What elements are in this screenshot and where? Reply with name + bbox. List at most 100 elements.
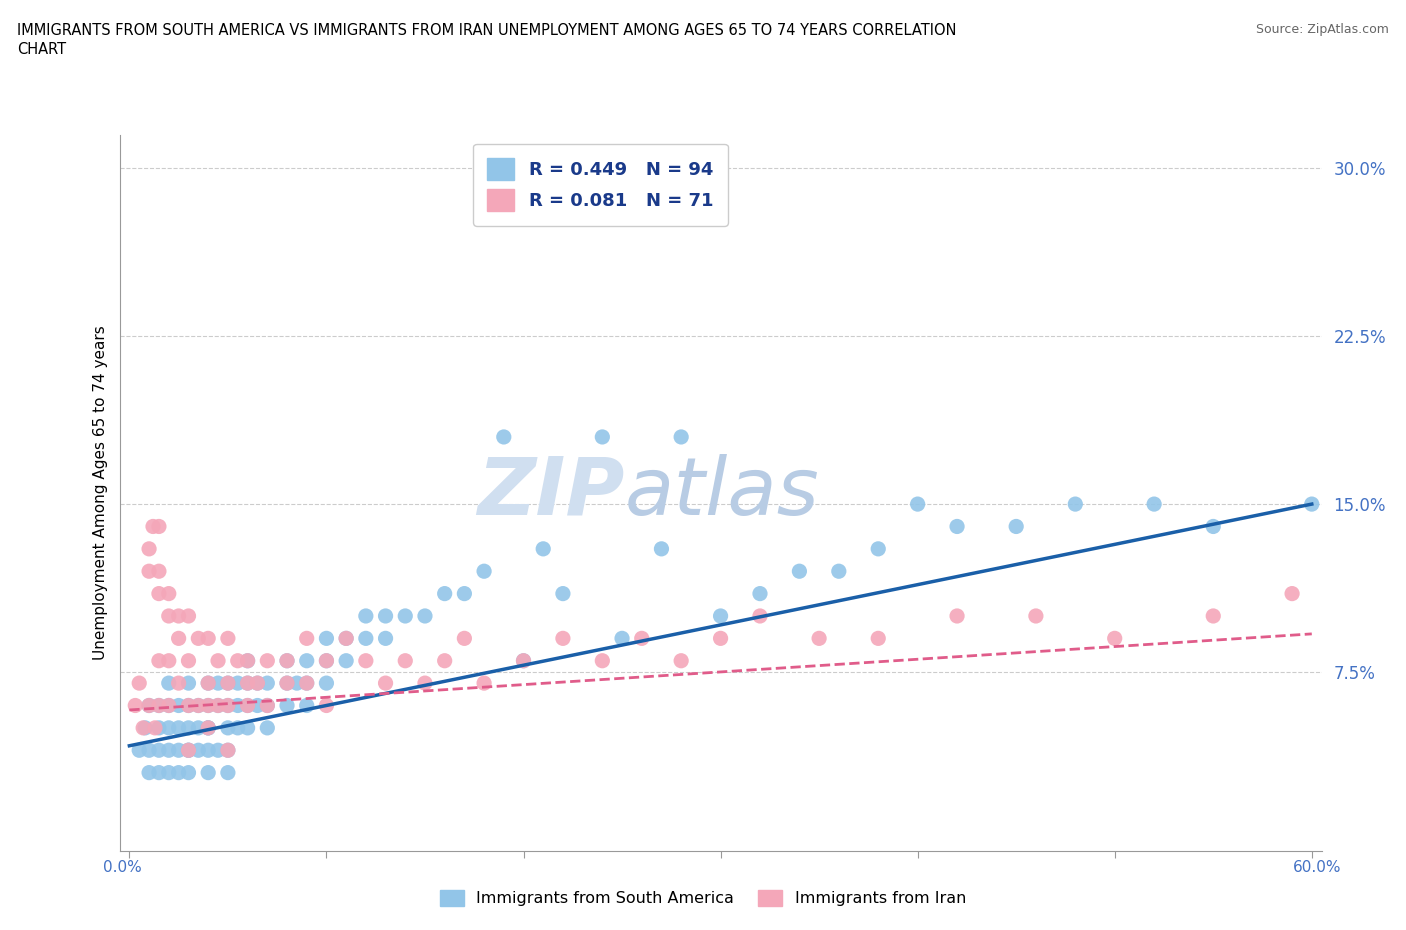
Point [868, 541, 890, 556]
Point [226, 676, 249, 691]
Point [187, 698, 209, 713]
Point [236, 676, 259, 691]
Point [148, 698, 170, 713]
Point [177, 743, 200, 758]
Point [187, 631, 209, 645]
Point [197, 721, 219, 736]
Point [197, 765, 219, 780]
Point [177, 653, 200, 668]
Point [413, 676, 436, 691]
Point [124, 698, 146, 713]
Point [177, 743, 200, 758]
Point [148, 743, 170, 758]
Point [749, 586, 772, 601]
Point [749, 608, 772, 623]
Point [217, 676, 239, 691]
Point [217, 765, 239, 780]
Point [1281, 586, 1303, 601]
Text: Source: ZipAtlas.com: Source: ZipAtlas.com [1256, 23, 1389, 36]
Point [276, 653, 298, 668]
Point [1104, 631, 1126, 645]
Point [177, 676, 200, 691]
Point [138, 698, 160, 713]
Point [197, 676, 219, 691]
Point [335, 631, 357, 645]
Point [207, 698, 229, 713]
Point [354, 631, 377, 645]
Point [217, 743, 239, 758]
Point [551, 631, 574, 645]
Point [512, 653, 534, 668]
Point [197, 698, 219, 713]
Point [295, 653, 318, 668]
Point [354, 608, 377, 623]
Point [138, 564, 160, 578]
Point [148, 586, 170, 601]
Point [226, 698, 249, 713]
Point [217, 676, 239, 691]
Point [315, 631, 337, 645]
Point [630, 631, 652, 645]
Point [207, 698, 229, 713]
Point [256, 698, 278, 713]
Point [197, 743, 219, 758]
Point [236, 653, 259, 668]
Point [177, 765, 200, 780]
Point [142, 519, 165, 534]
Point [197, 676, 219, 691]
Point [217, 721, 239, 736]
Point [591, 653, 613, 668]
Point [1301, 497, 1323, 512]
Point [453, 586, 475, 601]
Point [709, 631, 731, 645]
Point [207, 676, 229, 691]
Point [177, 721, 200, 736]
Point [138, 765, 160, 780]
Point [669, 430, 692, 445]
Point [828, 564, 851, 578]
Point [1025, 608, 1047, 623]
Point [433, 586, 456, 601]
Point [187, 698, 209, 713]
Point [148, 653, 170, 668]
Point [167, 721, 190, 736]
Point [197, 698, 219, 713]
Point [315, 653, 337, 668]
Point [472, 676, 495, 691]
Point [276, 676, 298, 691]
Point [946, 519, 969, 534]
Point [256, 653, 278, 668]
Point [143, 721, 166, 736]
Text: 60.0%: 60.0% [1294, 860, 1341, 875]
Point [1143, 497, 1166, 512]
Point [157, 721, 180, 736]
Point [453, 631, 475, 645]
Point [157, 676, 180, 691]
Point [148, 721, 170, 736]
Point [374, 631, 396, 645]
Point [295, 698, 318, 713]
Point [167, 676, 190, 691]
Point [157, 653, 180, 668]
Point [285, 676, 308, 691]
Point [1064, 497, 1087, 512]
Point [148, 564, 170, 578]
Point [413, 608, 436, 623]
Point [1005, 519, 1028, 534]
Point [148, 519, 170, 534]
Point [492, 430, 515, 445]
Point [128, 743, 150, 758]
Point [394, 653, 416, 668]
Point [236, 653, 259, 668]
Point [789, 564, 811, 578]
Point [128, 676, 150, 691]
Point [157, 698, 180, 713]
Point [134, 721, 156, 736]
Point [1202, 519, 1225, 534]
Point [354, 653, 377, 668]
Point [157, 743, 180, 758]
Point [226, 653, 249, 668]
Text: ZIP: ZIP [477, 454, 624, 532]
Point [433, 653, 456, 668]
Point [276, 698, 298, 713]
